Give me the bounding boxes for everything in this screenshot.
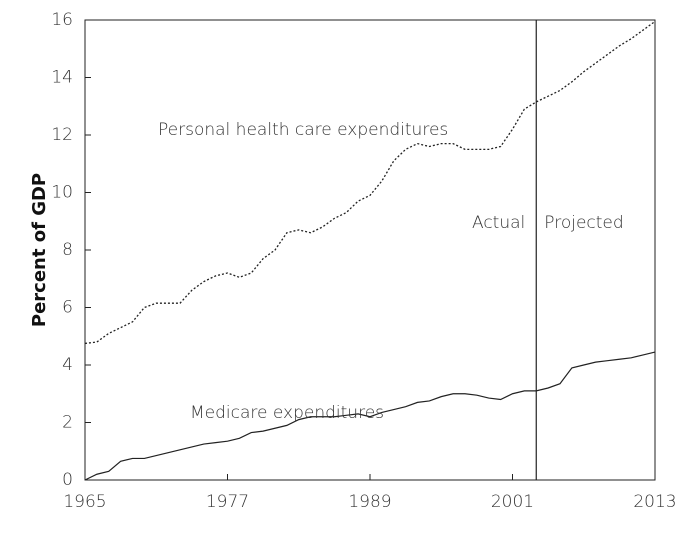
series-line <box>84 351 656 481</box>
series-label: Medicare expenditures <box>190 403 384 423</box>
x-tick-label: 1989 <box>348 492 391 512</box>
divider-label: Projected <box>544 213 623 233</box>
y-tick-label: 6 <box>62 298 73 318</box>
y-tick-label: 0 <box>62 470 73 490</box>
y-tick-label: 12 <box>51 125 73 145</box>
series-line <box>84 20 656 345</box>
divider-label: Actual <box>472 213 525 233</box>
series-label: Personal health care expenditures <box>158 120 448 140</box>
x-tick-label: 2013 <box>633 492 676 512</box>
y-tick-label: 2 <box>62 413 73 433</box>
y-tick-label: 14 <box>51 68 73 88</box>
y-tick-label: 10 <box>51 183 73 203</box>
y-tick-label: 16 <box>51 10 73 30</box>
x-tick-label: 1965 <box>63 492 106 512</box>
y-axis-label: Percent of GDP <box>29 173 50 327</box>
y-tick-label: 4 <box>62 355 73 375</box>
y-tick-label: 8 <box>62 240 73 260</box>
x-tick-label: 1977 <box>206 492 249 512</box>
x-tick-label: 2001 <box>491 492 534 512</box>
